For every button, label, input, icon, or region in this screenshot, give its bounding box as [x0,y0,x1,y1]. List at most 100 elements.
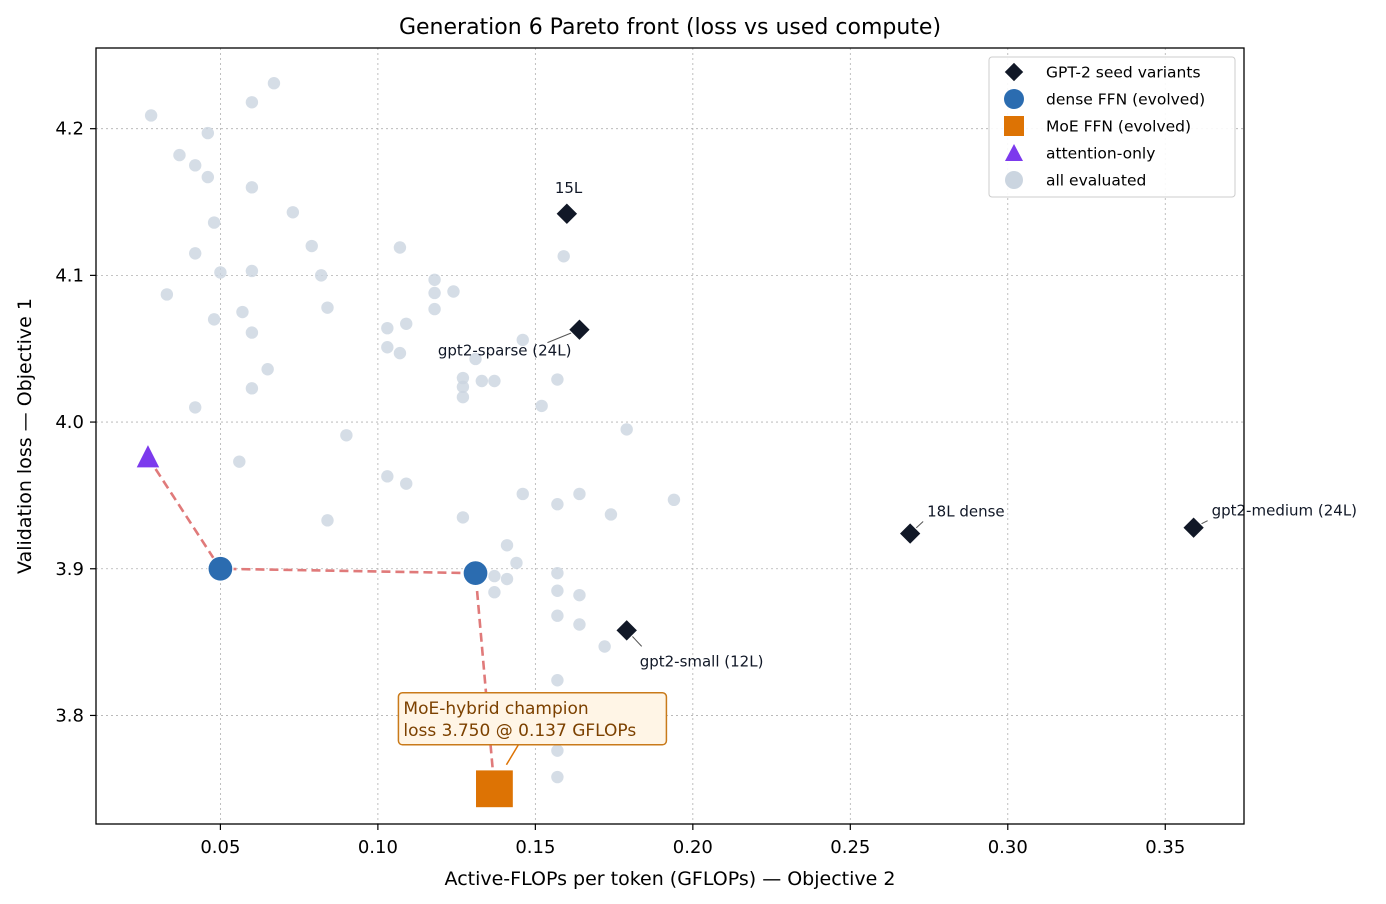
y-tick-label: 3.9 [55,559,84,580]
evaluated-point [469,352,482,366]
evaluated-point [233,455,246,468]
seed-annotation: 15L [555,179,583,197]
evaluated-point [573,487,586,501]
evaluated-point [400,317,413,330]
evaluated-point [314,269,328,282]
evaluated-point [160,288,174,301]
annotations: 15L gpt2-sparse (24L) gpt2-small (12L) 18L … [438,179,1357,671]
y-tick-label: 3.8 [55,705,84,726]
x-axis-label: Active-FLOPs per token (GFLOPs) — Object… [445,868,896,890]
evaluated-point [189,247,202,260]
evaluated-point [393,241,407,254]
dense-point [207,555,234,582]
evaluated-point [551,744,564,757]
evaluated-point [236,305,249,319]
y-tick-label: 4.1 [55,265,84,286]
seed-diamond [614,618,639,643]
evaluated-point [551,566,564,580]
evaluated-point [245,382,259,395]
evaluated-point [516,487,529,501]
legend-label-evaluated: all evaluated [1046,172,1146,190]
seed-diamond [567,317,592,342]
evaluated-point [428,273,441,286]
evaluated-point [381,470,394,483]
evaluated-point [201,170,215,184]
evaluated-point [214,266,227,279]
y-axis-label: Validation loss — Objective 1 [14,298,36,574]
evaluated-point [144,109,158,122]
evaluated-point [500,572,514,586]
evaluated-point [456,380,470,394]
evaluated-point [551,674,564,687]
highlighted-points [135,201,1206,809]
evaluated-point [207,313,221,326]
evaluated-point [604,508,618,521]
evaluated-point [381,321,394,335]
evaluated-point [667,493,681,507]
attention-triangle [135,442,161,469]
evaluated-point [428,286,441,300]
axes: 0.05 0.10 0.15 0.20 0.25 0.30 0.35 3.8 3.9 4.0 4.1… [55,119,1185,858]
callout-detail: loss 3.750 @ 0.137 GFLOPs [403,721,636,741]
evaluated-points [144,77,681,784]
legend-label-attention: attention-only [1046,145,1155,163]
legend-dense-marker [1004,89,1024,109]
evaluated-point [551,373,564,386]
evaluated-point [189,401,202,414]
evaluated-point [201,126,215,140]
legend-seed-marker [1003,61,1025,83]
evaluated-point [551,584,564,597]
evaluated-point [573,588,586,602]
evaluated-point [207,216,221,229]
evaluated-point [305,239,318,253]
y-tick-label: 4.2 [55,119,84,140]
evaluated-point [456,390,470,404]
x-tick-label: 0.20 [673,837,713,858]
moe-square [474,769,515,809]
evaluated-point [400,477,413,490]
chart-title: Generation 6 Pareto front (loss vs used … [399,15,941,40]
evaluated-point [245,264,259,278]
y-tick-label: 4.0 [55,412,84,433]
evaluated-point [488,569,501,583]
evaluated-point [286,206,300,219]
evaluated-point [573,618,586,631]
x-tick-label: 0.05 [200,837,240,858]
evaluated-point [245,326,259,339]
evaluated-point [488,586,501,599]
evaluated-point [173,148,186,162]
evaluated-point [428,302,441,316]
callout-arrow [505,744,520,766]
dense-point [462,560,489,587]
evaluated-point [267,77,281,90]
evaluated-point [510,556,523,570]
seed-annotation: gpt2-small (12L) [640,652,764,670]
evaluated-point [500,539,514,552]
x-tick-label: 0.35 [1145,837,1185,858]
evaluated-point [381,341,394,354]
evaluated-point [456,371,470,385]
pareto-front-line [146,456,496,789]
evaluated-point [488,374,501,388]
evaluated-point [551,498,564,511]
evaluated-point [447,285,460,298]
legend-label-moe: MoE FFN (evolved) [1046,118,1191,136]
seed-annotation: gpt2-sparse (24L) [438,342,572,360]
evaluated-point [321,514,334,527]
evaluated-point [535,399,548,413]
x-tick-label: 0.15 [515,837,555,858]
evaluated-point [189,159,202,172]
evaluated-point [557,250,570,263]
legend-evaluated-marker [1005,171,1023,189]
legend: GPT-2 seed variants dense FFN (evolved) Mo… [988,56,1236,198]
evaluated-point [551,770,564,784]
evaluated-point [340,429,353,442]
legend-label-seed: GPT-2 seed variants [1046,64,1201,82]
evaluated-point [393,346,407,360]
callout-box [397,692,668,746]
x-tick-label: 0.30 [988,837,1028,858]
plot-frame [95,47,1245,825]
evaluated-point [516,333,529,347]
